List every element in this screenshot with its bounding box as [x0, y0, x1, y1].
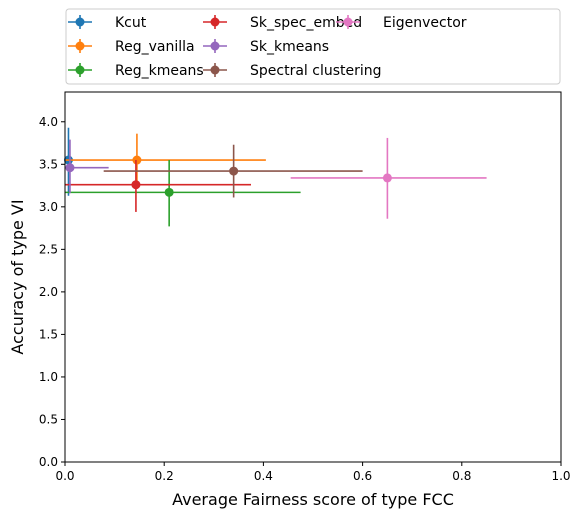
- y-tick-label: 0.0: [39, 455, 58, 469]
- data-point: [65, 163, 75, 173]
- legend-marker: [210, 65, 220, 75]
- x-tick-label: 1.0: [551, 469, 570, 483]
- legend-marker: [210, 41, 220, 51]
- data-point: [382, 173, 392, 183]
- y-axis-label: Accuracy of type VI: [8, 199, 27, 354]
- x-axis: 0.0 0.2 0.4 0.6 0.8 1.0: [55, 462, 571, 483]
- legend-item: Sk_kmeans: [203, 39, 329, 55]
- y-tick-label: 1.0: [39, 370, 58, 384]
- series-reg-kmeans: [65, 160, 301, 227]
- series-eigenvector: [290, 137, 487, 219]
- y-tick-label: 1.5: [39, 327, 58, 341]
- series-spectral-clustering: [103, 144, 363, 198]
- y-tick-label: 0.5: [39, 412, 58, 426]
- data-point: [229, 166, 239, 176]
- x-tick-label: 0.0: [55, 469, 74, 483]
- legend-label: Reg_vanilla: [115, 39, 195, 55]
- x-tick-label: 0.8: [452, 469, 471, 483]
- legend-label: Kcut: [115, 15, 147, 31]
- legend-label: Reg_kmeans: [115, 63, 204, 79]
- legend-label: Spectral clustering: [250, 63, 382, 79]
- legend-marker: [343, 17, 353, 27]
- legend-label: Sk_kmeans: [250, 39, 329, 55]
- y-tick-label: 3.5: [39, 157, 58, 171]
- legend-item: Eigenvector: [336, 15, 467, 31]
- legend-item: Spectral clustering: [203, 63, 382, 79]
- x-tick-label: 0.2: [155, 469, 174, 483]
- legend-marker: [75, 41, 85, 51]
- legend: Kcut Reg_vanilla Reg_kmeans Sk_spec_embed Sk…: [68, 15, 467, 79]
- legend-marker: [75, 17, 85, 27]
- legend-item: Reg_vanilla: [68, 39, 195, 55]
- plot-area: [63, 91, 562, 463]
- x-axis-label: Average Fairness score of type FCC: [172, 490, 454, 509]
- data-point: [164, 187, 174, 197]
- data-point: [132, 155, 142, 165]
- y-tick-label: 2.0: [39, 285, 58, 299]
- legend-marker: [210, 17, 220, 27]
- y-axis: 0.0 0.5 1.0 1.5 2.0 2.5 3.0 3.5 4.0: [39, 115, 65, 469]
- legend-label: Eigenvector: [383, 15, 467, 31]
- series-sk-kmeans: [65, 139, 109, 194]
- x-tick-label: 0.4: [254, 469, 273, 483]
- x-tick-label: 0.6: [353, 469, 372, 483]
- plot-frame: [64, 91, 562, 463]
- series-reg-vanilla: [65, 133, 266, 185]
- legend-item: Kcut: [68, 15, 147, 31]
- data-point: [131, 180, 141, 190]
- legend-box: [65, 8, 561, 85]
- y-tick-label: 3.0: [39, 200, 58, 214]
- legend-marker: [75, 65, 85, 75]
- legend-item: Sk_spec_embed: [203, 15, 362, 31]
- legend-label: Sk_spec_embed: [250, 15, 362, 31]
- y-tick-label: 2.5: [39, 242, 58, 256]
- y-tick-label: 4.0: [39, 115, 58, 129]
- legend-item: Reg_kmeans: [68, 63, 204, 79]
- series-sk-spec-embed: [65, 160, 251, 212]
